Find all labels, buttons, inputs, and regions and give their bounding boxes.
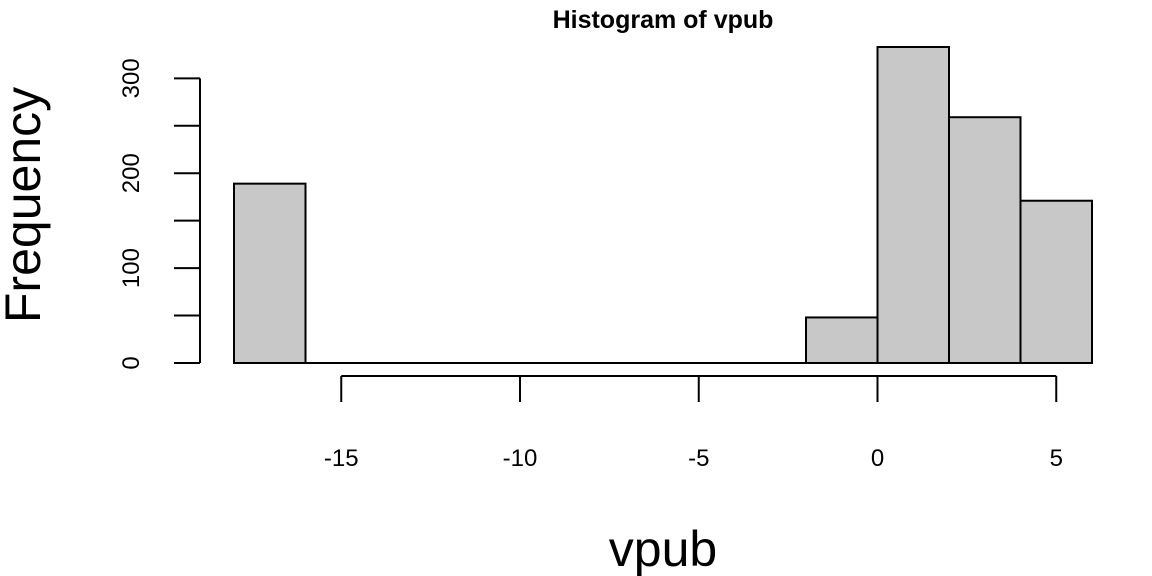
y-tick-label: 200 bbox=[118, 153, 145, 193]
x-tick-label: 0 bbox=[871, 445, 884, 472]
chart-title: Histogram of vpub bbox=[553, 6, 774, 34]
x-axis: -15 -10 -5 0 5 bbox=[324, 375, 1063, 472]
x-tick-label: -10 bbox=[503, 445, 538, 472]
x-axis-label: vpub bbox=[609, 521, 717, 576]
y-tick-label: 100 bbox=[118, 248, 145, 288]
y-tick-label: 0 bbox=[118, 356, 145, 369]
histogram-bar bbox=[876, 46, 950, 364]
y-tick-label: 300 bbox=[118, 58, 145, 98]
y-axis-label: Frequency bbox=[0, 87, 51, 323]
histogram-bar bbox=[805, 316, 879, 364]
histogram-bar bbox=[233, 182, 307, 364]
x-tick-label: -15 bbox=[324, 445, 359, 472]
histogram-bar bbox=[948, 116, 1022, 364]
x-tick-label: -5 bbox=[688, 445, 709, 472]
bars-group bbox=[233, 46, 1093, 364]
histogram-bar bbox=[1019, 199, 1093, 364]
y-axis: 0 100 200 300 bbox=[118, 58, 201, 370]
x-tick-label: 5 bbox=[1050, 445, 1063, 472]
